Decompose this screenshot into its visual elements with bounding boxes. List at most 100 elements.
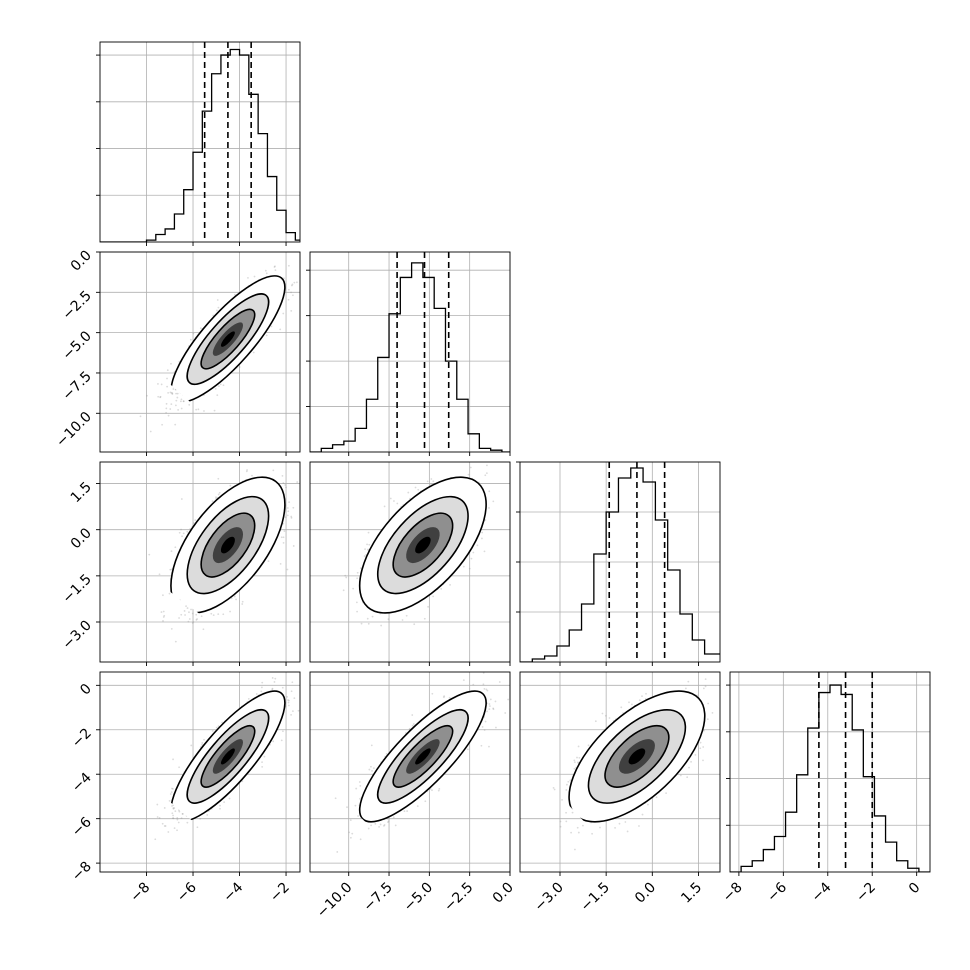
y-tick-label: −3.0 (59, 618, 94, 653)
scatter-point (167, 391, 170, 394)
scatter-point (216, 309, 218, 312)
scatter-point (467, 473, 470, 476)
scatter-point (367, 622, 370, 625)
scatter-point (180, 613, 183, 616)
scatter-point (368, 543, 371, 546)
scatter-point (194, 519, 197, 522)
scatter-point (366, 617, 369, 620)
scatter-point (178, 617, 180, 619)
scatter-point (287, 298, 290, 301)
panel-1-1 (306, 251, 511, 456)
scatter-point (238, 366, 241, 368)
scatter-point (366, 543, 368, 546)
scatter-point (290, 291, 292, 294)
scatter-point (191, 612, 194, 615)
scatter-point (182, 532, 185, 535)
scatter-point (166, 385, 169, 388)
scatter-point (161, 423, 164, 426)
scatter-point (423, 617, 426, 620)
scatter-point (470, 557, 473, 560)
scatter-point (174, 640, 177, 643)
scatter-point (234, 293, 236, 296)
scatter-point (279, 562, 282, 565)
scatter-point (189, 338, 192, 341)
scatter-point (169, 568, 172, 571)
scatter-point (360, 622, 363, 625)
scatter-point (218, 491, 221, 494)
scatter-point (196, 618, 198, 620)
scatter-point (190, 608, 192, 611)
histogram-step (100, 48, 300, 242)
scatter-point (222, 384, 225, 387)
scatter-point (253, 275, 256, 278)
scatter-point (274, 265, 276, 268)
scatter-point (413, 623, 416, 626)
scatter-point (469, 466, 472, 469)
scatter-point (282, 312, 285, 315)
scatter-point (514, 477, 516, 479)
scatter-point (286, 507, 289, 509)
scatter-point (291, 294, 294, 297)
scatter-point (162, 594, 164, 597)
scatter-point (165, 407, 168, 410)
scatter-point (217, 477, 220, 480)
axis-frame (99, 41, 301, 243)
scatter-point (197, 408, 200, 411)
panel-0-0 (96, 41, 301, 246)
scatter-point (188, 618, 191, 620)
scatter-point (222, 613, 225, 616)
scatter-point (356, 610, 358, 613)
scatter-point (488, 490, 491, 493)
scatter-point (162, 610, 165, 613)
scatter-point (217, 613, 220, 616)
scatter-point (170, 362, 172, 365)
scatter-point (291, 283, 294, 286)
scatter-point (160, 611, 163, 613)
scatter-point (174, 423, 177, 426)
scatter-point (440, 587, 443, 590)
scatter-point (188, 403, 191, 406)
scatter-point (171, 393, 174, 395)
scatter-point (290, 516, 293, 519)
scatter-point (235, 598, 237, 601)
scatter-point (264, 457, 266, 459)
scatter-point (179, 400, 182, 403)
y-tick-label: −5.0 (59, 328, 94, 363)
y-tick-label: 0.0 (68, 248, 95, 275)
scatter-point (486, 464, 488, 467)
scatter-point (300, 260, 302, 262)
scatter-point (176, 392, 179, 395)
scatter-point (427, 605, 430, 608)
scatter-point (265, 272, 268, 275)
scatter-point (267, 560, 270, 563)
scatter-point (356, 571, 359, 574)
scatter-point (212, 614, 215, 617)
scatter-point (159, 395, 162, 398)
scatter-point (200, 615, 203, 618)
scatter-point (148, 553, 151, 556)
scatter-point (180, 398, 183, 401)
scatter-point (367, 531, 370, 534)
scatter-point (383, 505, 386, 508)
scatter-point (401, 619, 404, 621)
scatter-point (285, 486, 287, 489)
scatter-point (165, 411, 168, 414)
scatter-point (251, 474, 253, 477)
scatter-point (174, 404, 177, 407)
scatter-point (284, 516, 287, 519)
scatter-point (202, 628, 205, 631)
scatter-point (170, 550, 173, 553)
scatter-point (387, 618, 390, 621)
axis-frame (309, 251, 511, 453)
scatter-point (468, 567, 471, 570)
scatter-point (170, 627, 173, 630)
y-tick-label: −7.5 (59, 368, 94, 403)
scatter-point (252, 351, 255, 354)
scatter-point (287, 288, 290, 291)
scatter-point (174, 546, 177, 549)
scatter-point (247, 276, 249, 279)
scatter-point (180, 498, 183, 500)
scatter-point (280, 536, 283, 539)
scatter-point (290, 515, 293, 518)
